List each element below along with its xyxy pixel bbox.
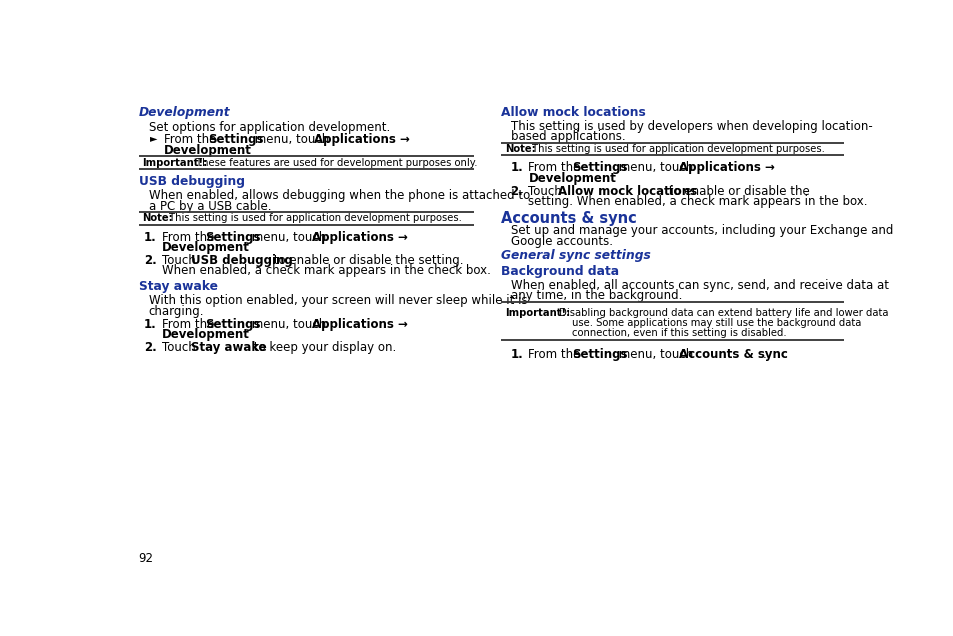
Text: Allow mock locations: Allow mock locations xyxy=(557,184,696,198)
Text: Applications →: Applications → xyxy=(312,318,407,331)
Text: Development: Development xyxy=(164,144,252,156)
Text: any time, in the background.: any time, in the background. xyxy=(511,289,682,302)
Text: From the: From the xyxy=(162,318,218,331)
Text: When enabled, all accounts can sync, send, and receive data at: When enabled, all accounts can sync, sen… xyxy=(511,279,888,292)
Text: Note:: Note: xyxy=(142,214,173,223)
Text: This setting is used by developers when developing location-: This setting is used by developers when … xyxy=(511,120,872,133)
Text: From the: From the xyxy=(528,348,584,361)
Text: Applications →: Applications → xyxy=(314,134,410,146)
Text: 2.: 2. xyxy=(144,254,156,267)
Text: setting. When enabled, a check mark appears in the box.: setting. When enabled, a check mark appe… xyxy=(528,195,867,208)
Text: Set up and manage your accounts, including your Exchange and: Set up and manage your accounts, includi… xyxy=(511,224,893,237)
Text: From the: From the xyxy=(528,162,584,174)
Text: to enable or disable the setting.: to enable or disable the setting. xyxy=(270,254,463,267)
Text: USB debugging: USB debugging xyxy=(138,175,244,188)
Text: Background data: Background data xyxy=(500,265,618,277)
Text: Set options for application development.: Set options for application development. xyxy=(149,121,390,134)
Text: menu, touch: menu, touch xyxy=(615,348,697,361)
Text: .: . xyxy=(230,241,233,254)
Text: Development: Development xyxy=(162,329,250,342)
Text: Touch: Touch xyxy=(162,254,199,267)
Text: These features are used for development purposes only.: These features are used for development … xyxy=(193,158,477,167)
Text: to enable or disable the: to enable or disable the xyxy=(664,184,809,198)
Text: From the: From the xyxy=(162,231,218,244)
Text: Accounts & sync: Accounts & sync xyxy=(500,211,637,226)
Text: This setting is used for application development purposes.: This setting is used for application dev… xyxy=(529,144,824,154)
Text: to keep your display on.: to keep your display on. xyxy=(250,341,395,354)
Text: Settings: Settings xyxy=(572,162,627,174)
Text: 2.: 2. xyxy=(144,341,156,354)
Text: 1.: 1. xyxy=(510,348,523,361)
Text: Allow mock locations: Allow mock locations xyxy=(500,106,645,118)
Text: General sync settings: General sync settings xyxy=(500,249,650,262)
Text: When enabled, allows debugging when the phone is attached to: When enabled, allows debugging when the … xyxy=(149,189,530,202)
Text: With this option enabled, your screen will never sleep while it is: With this option enabled, your screen wi… xyxy=(149,294,527,307)
Text: Important!:: Important!: xyxy=(142,158,208,167)
Text: When enabled, a check mark appears in the check box.: When enabled, a check mark appears in th… xyxy=(162,264,490,277)
Text: Stay awake: Stay awake xyxy=(138,280,217,293)
Text: Settings: Settings xyxy=(205,318,260,331)
Text: 1.: 1. xyxy=(144,318,156,331)
Text: Applications →: Applications → xyxy=(678,162,774,174)
Text: based applications.: based applications. xyxy=(511,130,625,143)
Text: Important!:: Important!: xyxy=(505,308,570,318)
Text: menu, touch: menu, touch xyxy=(251,134,333,146)
Text: Settings: Settings xyxy=(572,348,627,361)
Text: Google accounts.: Google accounts. xyxy=(511,235,613,247)
Text: a PC by a USB cable.: a PC by a USB cable. xyxy=(149,200,271,212)
Text: This setting is used for application development purposes.: This setting is used for application dev… xyxy=(166,214,461,223)
Text: Disabling background data can extend battery life and lower data: Disabling background data can extend bat… xyxy=(556,308,887,318)
Text: .: . xyxy=(233,144,235,156)
Text: menu, touch: menu, touch xyxy=(615,162,697,174)
Text: Touch: Touch xyxy=(162,341,199,354)
Text: Touch: Touch xyxy=(528,184,565,198)
Text: Development: Development xyxy=(528,172,616,185)
Text: 1.: 1. xyxy=(144,231,156,244)
Text: .: . xyxy=(762,348,766,361)
Text: 1.: 1. xyxy=(510,162,523,174)
Text: .: . xyxy=(230,329,233,342)
Text: ►: ► xyxy=(150,134,157,143)
Text: Applications →: Applications → xyxy=(312,231,407,244)
Text: charging.: charging. xyxy=(149,305,204,317)
Text: menu, touch: menu, touch xyxy=(248,231,330,244)
Text: From the: From the xyxy=(164,134,220,146)
Text: Note:: Note: xyxy=(505,144,536,154)
Text: .: . xyxy=(596,172,599,185)
Text: Settings: Settings xyxy=(208,134,263,146)
Text: Development: Development xyxy=(162,241,250,254)
Text: Development: Development xyxy=(138,106,230,118)
Text: 92: 92 xyxy=(138,552,153,565)
Text: connection, even if this setting is disabled.: connection, even if this setting is disa… xyxy=(572,328,786,338)
Text: USB debugging: USB debugging xyxy=(191,254,293,267)
Text: Stay awake: Stay awake xyxy=(191,341,267,354)
Text: Accounts & sync: Accounts & sync xyxy=(678,348,786,361)
Text: 2.: 2. xyxy=(510,184,523,198)
Text: Settings: Settings xyxy=(205,231,260,244)
Text: menu, touch: menu, touch xyxy=(248,318,330,331)
Text: use. Some applications may still use the background data: use. Some applications may still use the… xyxy=(572,318,861,328)
